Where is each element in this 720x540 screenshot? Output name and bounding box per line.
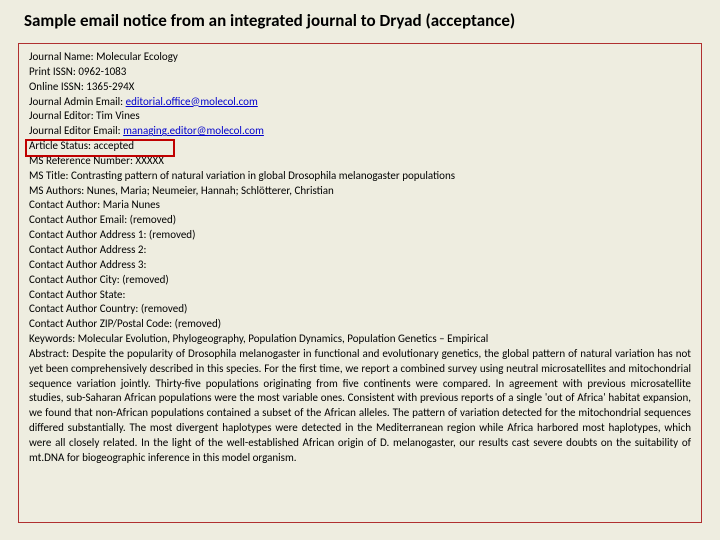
admin-email-label: Journal Admin Email:: [29, 95, 123, 108]
status-value: accepted: [93, 139, 134, 152]
ms-ref-label: MS Reference Number:: [29, 154, 133, 167]
ms-authors-label: MS Authors:: [29, 184, 84, 197]
contact-author-label: Contact Author:: [29, 198, 100, 211]
ms-ref-field: MS Reference Number: XXXXX: [29, 154, 691, 169]
zip-value: (removed): [175, 317, 222, 330]
ms-title-value: Contrasting pattern of natural variation…: [71, 169, 455, 182]
addr1-label: Contact Author Address 1:: [29, 228, 146, 241]
email-content-box: Journal Name: Molecular Ecology Print IS…: [18, 43, 702, 523]
addr1-field: Contact Author Address 1: (removed): [29, 228, 691, 243]
online-issn-field: Online ISSN: 1365-294X: [29, 80, 691, 95]
journal-name-value: Molecular Ecology: [96, 50, 178, 63]
admin-email-link[interactable]: editorial.office@molecol.com: [126, 95, 258, 108]
city-value: (removed): [122, 273, 169, 286]
status-label: Article Status:: [29, 139, 91, 152]
editor-email-label: Journal Editor Email:: [29, 124, 121, 137]
editor-email-link[interactable]: managing.editor@molecol.com: [123, 124, 264, 137]
state-field: Contact Author State:: [29, 288, 691, 303]
editor-label: Journal Editor:: [29, 109, 94, 122]
city-field: Contact Author City: (removed): [29, 273, 691, 288]
editor-value: Tim Vines: [96, 109, 139, 122]
addr3-field: Contact Author Address 3:: [29, 258, 691, 273]
keywords-label: Keywords:: [29, 332, 75, 345]
print-issn-field: Print ISSN: 0962-1083: [29, 65, 691, 80]
editor-field: Journal Editor: Tim Vines: [29, 109, 691, 124]
city-label: Contact Author City:: [29, 273, 120, 286]
addr1-value: (removed): [149, 228, 196, 241]
contact-email-value: (removed): [130, 213, 177, 226]
keywords-value: Molecular Evolution, Phylogeography, Pop…: [78, 332, 489, 345]
ms-authors-value: Nunes, Maria; Neumeier, Hannah; Schlötte…: [87, 184, 334, 197]
contact-author-field: Contact Author: Maria Nunes: [29, 198, 691, 213]
abstract-label: Abstract:: [29, 347, 69, 360]
country-field: Contact Author Country: (removed): [29, 302, 691, 317]
zip-label: Contact Author ZIP/Postal Code:: [29, 317, 172, 330]
journal-name-field: Journal Name: Molecular Ecology: [29, 50, 691, 65]
keywords-field: Keywords: Molecular Evolution, Phylogeog…: [29, 332, 691, 347]
status-field: Article Status: accepted: [29, 139, 691, 154]
ms-authors-field: MS Authors: Nunes, Maria; Neumeier, Hann…: [29, 184, 691, 199]
country-value: (removed): [141, 302, 188, 315]
online-issn-value: 1365-294X: [86, 80, 134, 93]
contact-email-field: Contact Author Email: (removed): [29, 213, 691, 228]
contact-author-value: Maria Nunes: [103, 198, 160, 211]
editor-email-field: Journal Editor Email: managing.editor@mo…: [29, 124, 691, 139]
abstract-value: Despite the popularity of Drosophila mel…: [29, 347, 691, 464]
print-issn-value: 0962-1083: [78, 65, 126, 78]
ms-ref-value: XXXXX: [135, 154, 164, 167]
ms-title-field: MS Title: Contrasting pattern of natural…: [29, 169, 691, 184]
state-label: Contact Author State:: [29, 288, 125, 301]
admin-email-field: Journal Admin Email: editorial.office@mo…: [29, 95, 691, 110]
zip-field: Contact Author ZIP/Postal Code: (removed…: [29, 317, 691, 332]
abstract-field: Abstract: Despite the popularity of Dros…: [29, 347, 691, 466]
print-issn-label: Print ISSN:: [29, 65, 76, 78]
page-title: Sample email notice from an integrated j…: [24, 10, 702, 31]
country-label: Contact Author Country:: [29, 302, 138, 315]
journal-name-label: Journal Name:: [29, 50, 94, 63]
contact-email-label: Contact Author Email:: [29, 213, 127, 226]
addr3-label: Contact Author Address 3:: [29, 258, 146, 271]
addr2-field: Contact Author Address 2:: [29, 243, 691, 258]
ms-title-label: MS Title:: [29, 169, 68, 182]
online-issn-label: Online ISSN:: [29, 80, 84, 93]
addr2-label: Contact Author Address 2:: [29, 243, 146, 256]
